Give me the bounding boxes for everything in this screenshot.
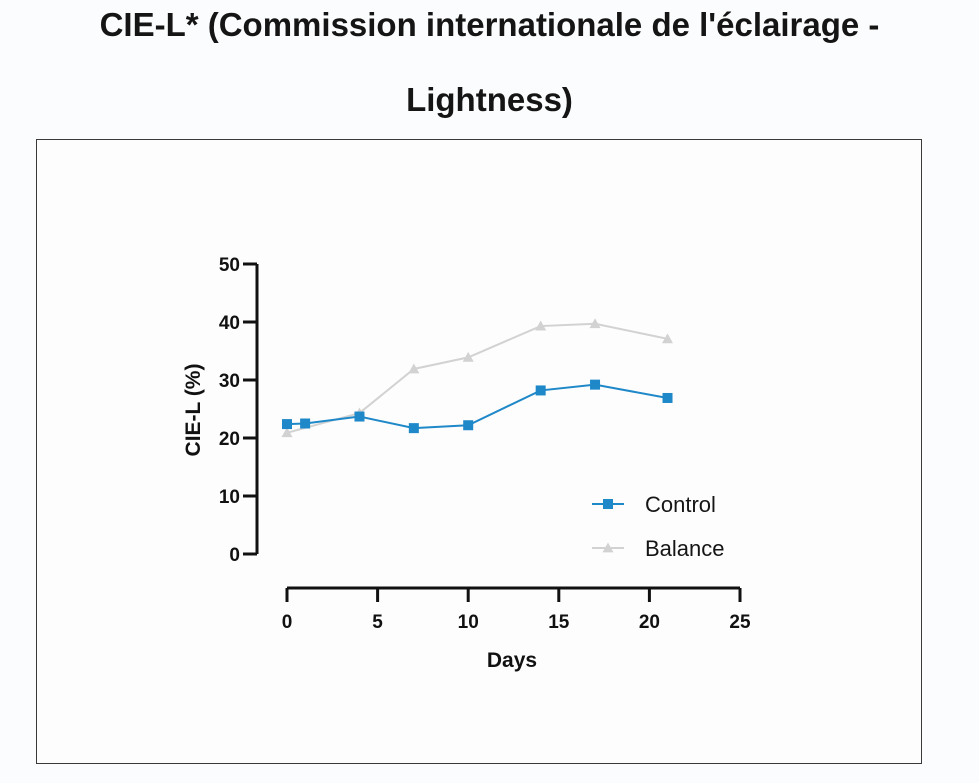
legend-label: Balance (645, 536, 725, 561)
chart-title-line-2: Lightness) (406, 81, 573, 118)
x-tick-label: 5 (372, 612, 383, 633)
control-point (408, 423, 419, 434)
x-tick-label: 0 (282, 612, 293, 633)
x-axis-label: Days (487, 649, 537, 672)
y-tick-label: 30 (219, 371, 240, 392)
control-point (354, 411, 365, 422)
y-tick-label: 0 (229, 545, 240, 566)
plot-area (281, 318, 674, 438)
balance-point (408, 363, 420, 374)
balance-point (589, 318, 601, 329)
balance-point (535, 320, 547, 331)
y-tick-label: 20 (219, 429, 240, 450)
x-tick-label: 10 (458, 612, 479, 633)
control-point (282, 419, 292, 430)
control-point (662, 392, 673, 403)
y-tick-label: 40 (219, 313, 240, 334)
legend-item-balance: Balance (592, 536, 725, 561)
chart-frame (36, 139, 922, 764)
control-point (300, 418, 311, 429)
y-axis-label: CIE-L (%) (182, 364, 205, 457)
balance-point (462, 351, 474, 362)
balance-point (281, 427, 293, 438)
x-tick-label: 25 (729, 612, 751, 633)
x-axis: 0 5 10 15 20 25 (282, 586, 751, 633)
legend-label: Control (645, 492, 716, 517)
control-line (286, 383, 668, 430)
x-tick-label: 20 (639, 612, 660, 633)
control-point (463, 420, 474, 431)
legend: Control Balance (592, 492, 725, 561)
series-control (282, 379, 673, 434)
legend-swatch-marker (602, 542, 614, 553)
control-point (535, 385, 546, 396)
y-tick-label: 10 (219, 487, 240, 508)
legend-item-control: Control (592, 492, 716, 517)
chart-title-line-1: CIE-L* (Commission internationale de l'é… (99, 6, 880, 43)
x-tick-label: 15 (548, 612, 570, 633)
balance-point (662, 333, 674, 344)
y-axis: 0 10 20 30 40 50 (219, 255, 259, 566)
control-point (590, 379, 601, 390)
legend-swatch-marker (603, 499, 613, 509)
balance-line (286, 322, 668, 434)
y-tick-label: 50 (219, 255, 240, 276)
